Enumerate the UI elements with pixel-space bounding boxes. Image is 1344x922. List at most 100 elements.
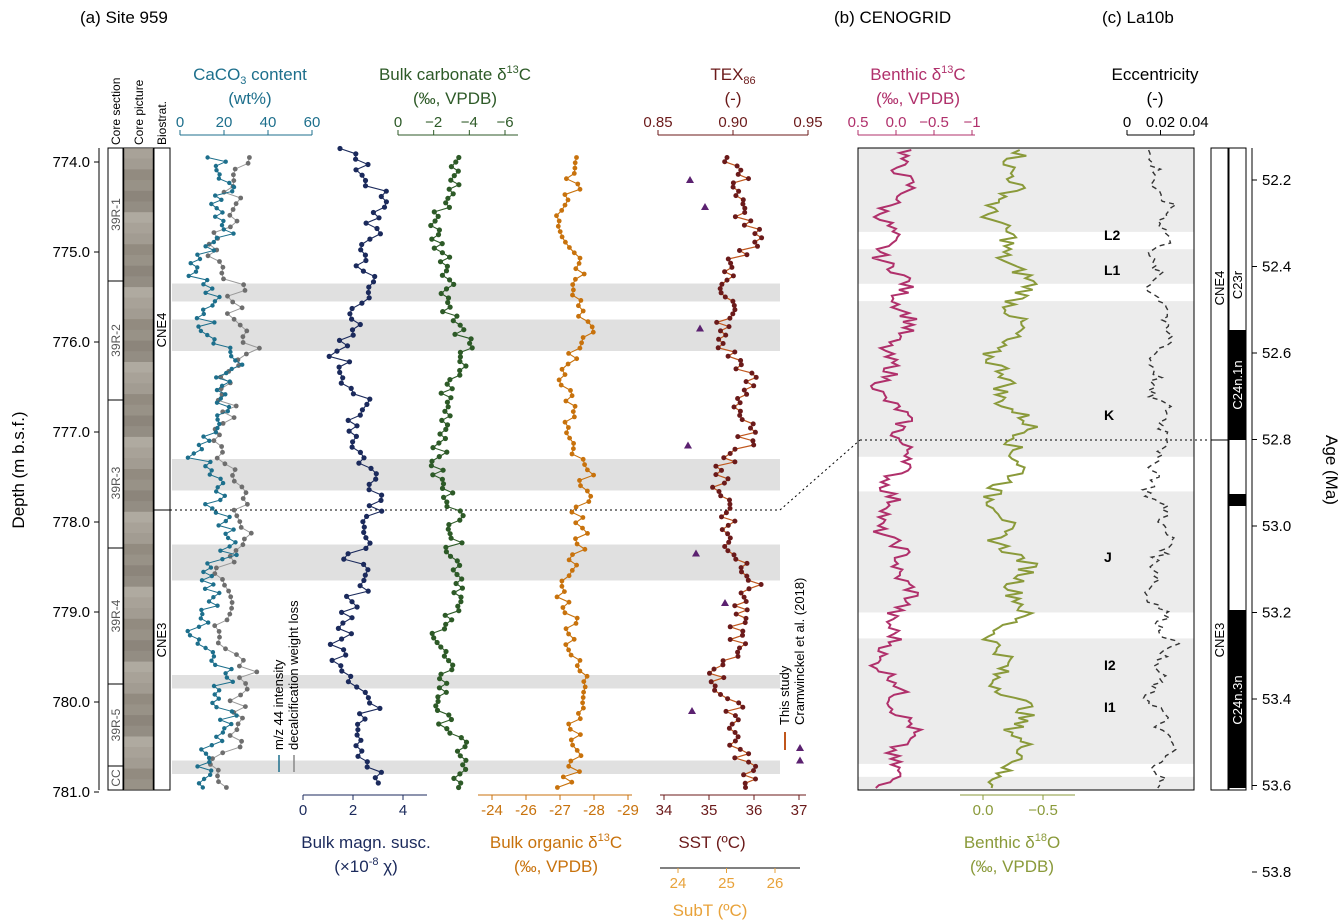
- org-point-9: [562, 202, 568, 208]
- tex-point-18: [752, 231, 758, 237]
- depth-tick-label-5: 779.0: [52, 604, 90, 621]
- caco3-point-95: [220, 557, 225, 562]
- caco3-point-64: [215, 425, 220, 431]
- org-point-12: [556, 218, 562, 224]
- caco3-decalc-point-57: [239, 484, 245, 490]
- tex-point-114: [727, 637, 733, 642]
- bulkc-point-125: [436, 721, 442, 727]
- tex-point-42: [723, 332, 729, 338]
- bulkc-point-81: [446, 522, 452, 528]
- magn-point-96: [329, 657, 335, 664]
- caco3-decalc-point-104: [210, 756, 215, 761]
- magn-point-55: [350, 439, 356, 445]
- bulkc-tick-label-3: −6: [496, 114, 513, 131]
- magn-point-106: [357, 711, 363, 717]
- bulkc-point-58: [439, 417, 445, 423]
- org-point-44: [568, 388, 573, 393]
- bulkc-point-112: [450, 662, 456, 668]
- cramwinckel-point-6: [688, 707, 696, 714]
- bulkc-point-121: [433, 703, 439, 709]
- tex-point-21: [755, 243, 760, 249]
- magn-point-60: [368, 465, 374, 471]
- org-point-114: [568, 758, 574, 764]
- caco3-decalc-point-20: [219, 270, 225, 276]
- org-point-104: [581, 705, 586, 711]
- org-point-67: [569, 509, 575, 515]
- tex-point-1: [722, 159, 728, 165]
- caco3-point-24: [197, 256, 203, 262]
- magn-point-33: [357, 321, 363, 328]
- tex-point-45: [715, 345, 721, 351]
- org-point-65: [586, 499, 592, 504]
- caco3-decalc-point-31: [240, 334, 246, 340]
- caco3-decalc-point-24: [225, 293, 230, 299]
- caco3-point-47: [229, 354, 234, 359]
- bulkc-point-21: [439, 250, 445, 256]
- caco3-point-73: [203, 464, 208, 469]
- caco3-decalc-point-91: [243, 681, 249, 686]
- event-label-k: K: [1104, 407, 1114, 423]
- caco3-decalc-point-2: [232, 166, 238, 172]
- magn-point-17: [367, 236, 373, 242]
- magn-point-76: [345, 551, 351, 557]
- magn-point-89: [340, 620, 346, 626]
- tex-point-138: [732, 738, 738, 744]
- shaded-band-depth-0: [172, 283, 780, 302]
- org-point-27: [578, 298, 584, 303]
- tex-point-87: [725, 522, 731, 528]
- core-picture-stripe-46: [124, 640, 153, 651]
- bo-tick-label-0: 0.0: [973, 802, 994, 819]
- caco3-decalc-point-85: [223, 646, 228, 652]
- bulkc-point-11: [446, 204, 452, 210]
- caco3-point-124: [230, 679, 235, 684]
- org-point-88: [573, 621, 579, 626]
- tex-point-83: [727, 505, 733, 511]
- bulkc-point-25: [443, 268, 450, 274]
- org-point-61: [577, 478, 582, 483]
- tex-point-88: [719, 527, 725, 533]
- tex-point-32: [718, 290, 724, 296]
- tex-point-50: [733, 366, 739, 372]
- tex-point-28: [730, 273, 736, 279]
- bulkc-point-33: [447, 304, 453, 310]
- subt-tick-label-1: 25: [718, 875, 735, 892]
- tex-point-55: [741, 387, 747, 393]
- magn-point-95: [343, 652, 349, 658]
- benthic-d13c-axis-unit: (‰, VPDB): [876, 89, 960, 108]
- magn-point-80: [362, 572, 368, 578]
- caco3-tick-label-2: 40: [260, 114, 277, 131]
- magn-point-91: [348, 631, 354, 637]
- org-point-13: [555, 223, 561, 229]
- bulkc-point-101: [442, 612, 448, 618]
- caco3-decalc-point-25: [230, 299, 236, 305]
- bulkc-point-90: [457, 562, 463, 569]
- tex-point-95: [733, 556, 739, 562]
- eccentricity-line: [1140, 149, 1181, 789]
- caco3-decalc-point-19: [220, 264, 226, 270]
- caco3-point-21: [203, 244, 208, 249]
- bulkc-point-91: [450, 567, 456, 573]
- tex-point-54: [751, 383, 757, 389]
- magn-point-23: [360, 268, 366, 274]
- caco3-point-117: [210, 650, 216, 655]
- magn-point-11: [381, 204, 388, 210]
- sst-tick-label-1: 35: [701, 802, 718, 819]
- caco3-point-100: [199, 578, 205, 583]
- tex-point-34: [730, 298, 736, 304]
- tex-point-56: [744, 391, 750, 397]
- caco3-point-4: [217, 172, 222, 177]
- tex-point-127: [718, 692, 723, 697]
- event-label-j: J: [1104, 549, 1112, 565]
- org-point-90: [566, 631, 571, 637]
- caco3-decalc-point-83: [217, 634, 222, 640]
- caco3-point-20: [211, 239, 216, 245]
- org-point-69: [573, 520, 579, 526]
- tex-point-111: [727, 624, 733, 630]
- tex-point-7: [730, 184, 736, 190]
- org-point-82: [562, 589, 567, 594]
- caco3-point-137: [214, 734, 219, 739]
- tex-point-6: [730, 180, 736, 186]
- org-point-25: [571, 287, 576, 293]
- core-picture-stripe-28: [124, 447, 153, 459]
- tex-point-110: [742, 620, 748, 626]
